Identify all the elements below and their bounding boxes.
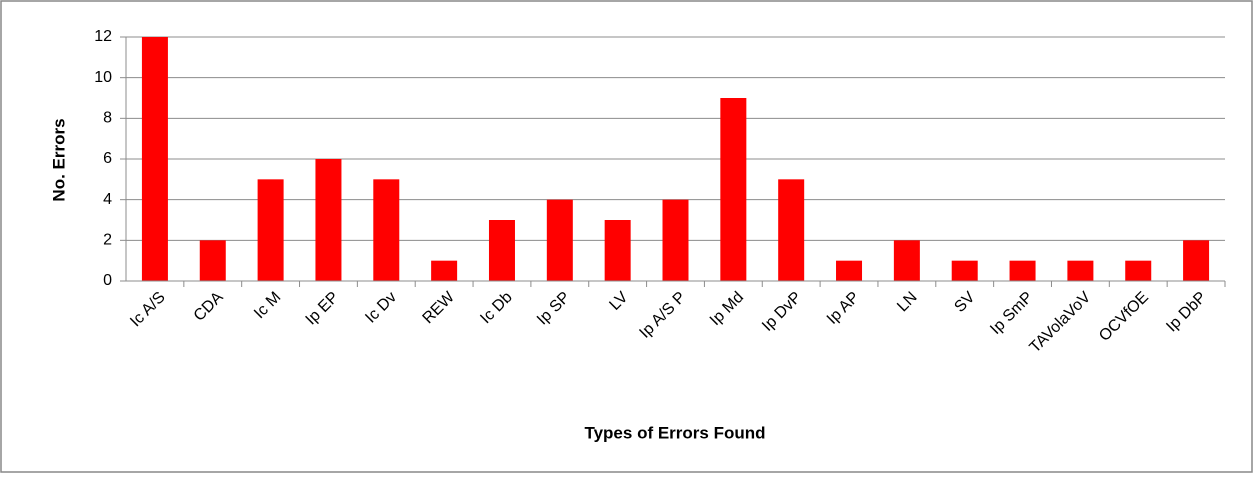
x-axis-title: Types of Errors Found [584, 423, 765, 442]
bar [778, 179, 805, 281]
y-axis-title: No. Errors [49, 118, 68, 201]
bar [199, 240, 226, 281]
bar [720, 98, 747, 281]
bar [431, 260, 458, 281]
bar [951, 260, 978, 281]
bar [604, 220, 631, 281]
bar [373, 179, 400, 281]
bar [315, 159, 342, 281]
bar [1009, 260, 1036, 281]
bar [1183, 240, 1210, 281]
y-tick-label: 6 [103, 150, 112, 167]
y-tick-label: 0 [103, 272, 112, 289]
bar [893, 240, 920, 281]
y-tick-label: 10 [94, 69, 112, 86]
bar [662, 199, 689, 281]
bar [1067, 260, 1094, 281]
y-tick-label: 4 [103, 191, 112, 208]
y-tick-label: 2 [103, 232, 112, 249]
y-tick-label: 12 [94, 28, 112, 45]
bar [141, 37, 168, 281]
bar [257, 179, 284, 281]
bar [1125, 260, 1152, 281]
bar [836, 260, 863, 281]
bar [546, 199, 573, 281]
y-tick-label: 8 [103, 110, 112, 127]
bar [488, 220, 515, 281]
